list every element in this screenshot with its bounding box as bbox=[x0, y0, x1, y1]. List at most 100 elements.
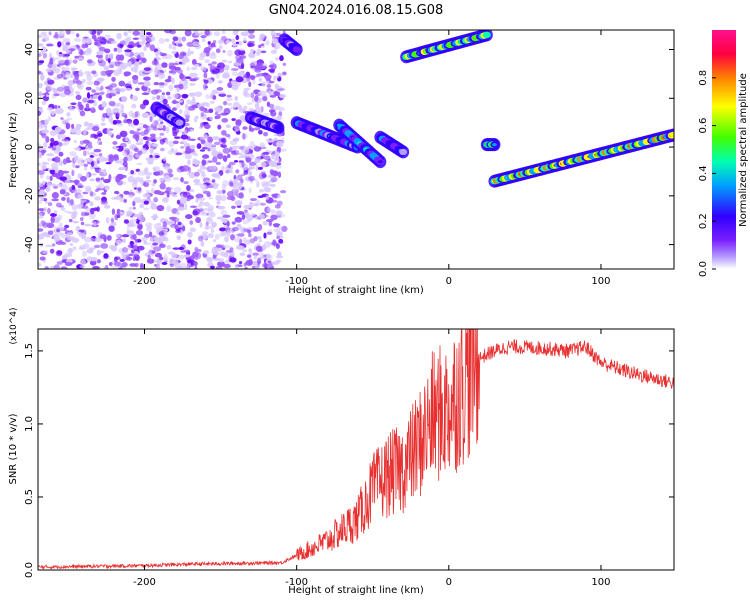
noise-speck bbox=[190, 255, 195, 261]
noise-speck bbox=[61, 196, 66, 201]
noise-speck bbox=[71, 169, 75, 177]
noise-speck bbox=[123, 71, 132, 76]
noise-speck bbox=[122, 238, 127, 244]
noise-speck bbox=[56, 86, 65, 92]
noise-speck bbox=[213, 173, 221, 178]
spectrogram-panel: -200 -100 0 100 40 20 0 -20 -40 Height of straig… bbox=[8, 29, 675, 296]
noise-speck bbox=[119, 211, 125, 215]
noise-speck bbox=[258, 188, 265, 193]
noise-speck bbox=[151, 96, 156, 100]
noise-speck bbox=[155, 51, 160, 57]
noise-speck bbox=[208, 79, 213, 84]
noise-speck bbox=[241, 147, 249, 154]
noise-speck bbox=[101, 192, 107, 195]
noise-speck bbox=[62, 48, 67, 52]
noise-speck bbox=[123, 219, 130, 224]
noise-speck bbox=[61, 118, 66, 125]
noise-speck bbox=[157, 127, 164, 131]
noise-speck bbox=[162, 156, 167, 162]
noise-speck bbox=[258, 130, 263, 135]
noise-speck bbox=[159, 177, 164, 182]
noise-speck bbox=[246, 254, 252, 259]
noise-speck bbox=[42, 251, 48, 254]
noise-speck bbox=[182, 191, 191, 198]
noise-speck bbox=[194, 91, 203, 97]
noise-speck bbox=[164, 30, 172, 34]
noise-speck bbox=[47, 158, 53, 162]
noise-speck bbox=[82, 191, 89, 195]
noise-speck bbox=[159, 51, 164, 55]
noise-speck bbox=[121, 95, 128, 103]
noise-speck bbox=[156, 95, 161, 100]
noise-speck bbox=[200, 112, 205, 117]
noise-speck bbox=[50, 137, 55, 143]
noise-speck bbox=[248, 34, 256, 40]
noise-speck bbox=[176, 167, 184, 173]
colorbar-tick-label: 0.4 bbox=[698, 165, 709, 181]
noise-speck bbox=[246, 229, 252, 234]
noise-speck bbox=[159, 132, 165, 136]
noise-speck bbox=[168, 251, 175, 255]
noise-speck bbox=[180, 177, 184, 183]
noise-speck bbox=[123, 31, 128, 37]
noise-speck bbox=[50, 216, 55, 224]
noise-speck bbox=[150, 201, 155, 207]
noise-speck bbox=[60, 241, 67, 245]
noise-speck bbox=[149, 44, 156, 52]
noise-speck bbox=[181, 36, 187, 42]
noise-speck bbox=[215, 48, 221, 54]
noise-speck bbox=[189, 83, 196, 86]
noise-speck bbox=[220, 209, 228, 216]
noise-speck bbox=[168, 70, 173, 74]
noise-speck bbox=[277, 88, 286, 91]
noise-speck bbox=[143, 76, 151, 81]
noise-speck bbox=[99, 141, 103, 146]
noise-speck bbox=[102, 112, 107, 118]
noise-speck bbox=[210, 229, 215, 233]
noise-speck bbox=[90, 109, 96, 113]
noise-speck bbox=[209, 65, 216, 71]
noise-speck bbox=[258, 44, 262, 49]
noise-speck bbox=[221, 231, 227, 237]
noise-speck bbox=[97, 96, 101, 100]
noise-speck bbox=[199, 183, 208, 189]
noise-speck bbox=[95, 177, 101, 182]
noise-speck bbox=[77, 194, 84, 199]
noise-speck bbox=[62, 38, 71, 43]
noise-speck bbox=[124, 49, 132, 53]
noise-speck bbox=[234, 265, 239, 269]
noise-speck bbox=[143, 129, 149, 135]
noise-speck bbox=[52, 67, 61, 74]
noise-speck bbox=[269, 95, 277, 98]
noise-speck bbox=[189, 220, 194, 225]
noise-speck bbox=[222, 50, 226, 53]
noise-speck bbox=[44, 266, 49, 269]
noise-speck bbox=[153, 223, 162, 230]
noise-speck bbox=[129, 218, 138, 223]
spectrogram-axes: -200 -100 0 100 40 20 0 -20 -40 bbox=[24, 30, 674, 287]
noise-speck bbox=[171, 77, 175, 84]
noise-speck bbox=[116, 102, 122, 107]
noise-speck bbox=[186, 259, 193, 263]
noise-speck bbox=[192, 41, 200, 47]
noise-speck bbox=[189, 227, 197, 233]
noise-speck bbox=[190, 128, 194, 132]
noise-speck bbox=[45, 68, 53, 73]
noise-speck bbox=[86, 72, 91, 77]
noise-speck bbox=[123, 199, 127, 203]
noise-speck bbox=[105, 107, 112, 114]
noise-speck bbox=[226, 230, 231, 237]
noise-speck bbox=[38, 151, 43, 159]
noise-speck bbox=[214, 141, 221, 146]
noise-speck bbox=[116, 214, 121, 218]
noise-speck bbox=[252, 260, 258, 267]
noise-speck bbox=[204, 225, 209, 230]
noise-speck bbox=[261, 81, 266, 88]
noise-speck bbox=[78, 184, 84, 189]
noise-speck bbox=[211, 152, 216, 156]
noise-speck bbox=[136, 176, 144, 182]
noise-speck bbox=[186, 66, 190, 72]
noise-speck bbox=[83, 163, 89, 167]
noise-speck bbox=[98, 182, 105, 190]
noise-speck bbox=[201, 173, 206, 177]
